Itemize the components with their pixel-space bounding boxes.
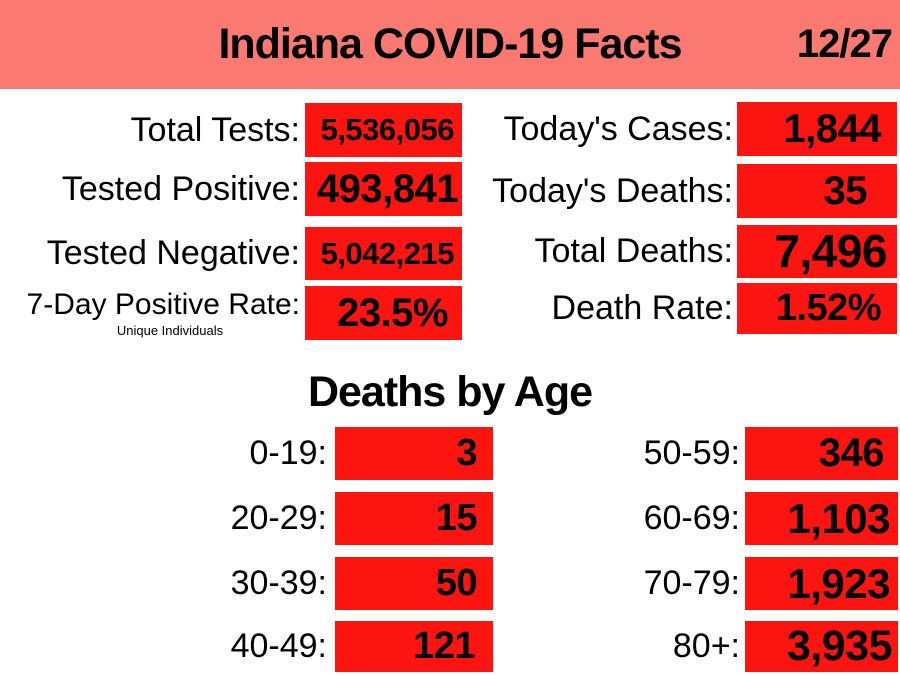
age-label-40-49: 40-49: (230, 627, 327, 665)
age-value-70-79: 1,923 (745, 557, 898, 610)
age-label-70-79: 70-79: (643, 564, 740, 602)
stat-label-tested-positive: Tested Positive: (61, 170, 300, 208)
stat-value-positive-rate: 23.5% (305, 286, 462, 340)
age-label-30-39: 30-39: (230, 564, 327, 602)
deaths-by-age-title: Deaths by Age (307, 368, 593, 416)
stat-label-death-rate: Death Rate: (551, 289, 733, 327)
page-title: Indiana COVID-19 Facts (218, 20, 682, 68)
age-value-80plus: 3,935 (745, 621, 898, 672)
age-value-50-59: 346 (745, 427, 898, 480)
stat-value-tested-positive: 493,841 (305, 162, 462, 216)
stat-label-positive-rate: 7-Day Positive Rate: (26, 288, 300, 321)
age-label-50-59: 50-59: (643, 434, 740, 472)
age-label-80plus: 80+: (672, 627, 740, 665)
stat-sublabel-unique-individuals: Unique Individuals (116, 323, 224, 338)
age-label-20-29: 20-29: (230, 499, 327, 537)
stat-label-total-deaths: Total Deaths: (534, 232, 733, 270)
stat-value-total-tests: 5,536,056 (305, 103, 462, 157)
stat-label-total-tests: Total Tests: (130, 111, 300, 149)
age-value-30-39: 50 (335, 557, 493, 610)
stat-value-todays-cases: 1,844 (737, 102, 897, 156)
header-banner: Indiana COVID-19 Facts 12/27 (0, 0, 900, 89)
age-label-0-19: 0-19: (249, 434, 328, 472)
age-value-0-19: 3 (335, 427, 493, 480)
stat-value-todays-deaths: 35 (737, 164, 897, 218)
age-label-60-69: 60-69: (643, 499, 740, 537)
age-value-60-69: 1,103 (745, 492, 898, 545)
stat-value-total-deaths: 7,496 (737, 225, 897, 278)
stat-label-todays-deaths: Today's Deaths: (492, 172, 733, 210)
age-value-20-29: 15 (335, 492, 493, 545)
stat-value-tested-negative: 5,042,215 (305, 227, 462, 280)
age-value-40-49: 121 (335, 621, 493, 672)
stat-label-tested-negative: Tested Negative: (46, 234, 300, 272)
stat-label-todays-cases: Today's Cases: (503, 110, 733, 148)
date-label: 12/27 (796, 22, 893, 66)
stat-value-death-rate: 1.52% (737, 283, 897, 334)
